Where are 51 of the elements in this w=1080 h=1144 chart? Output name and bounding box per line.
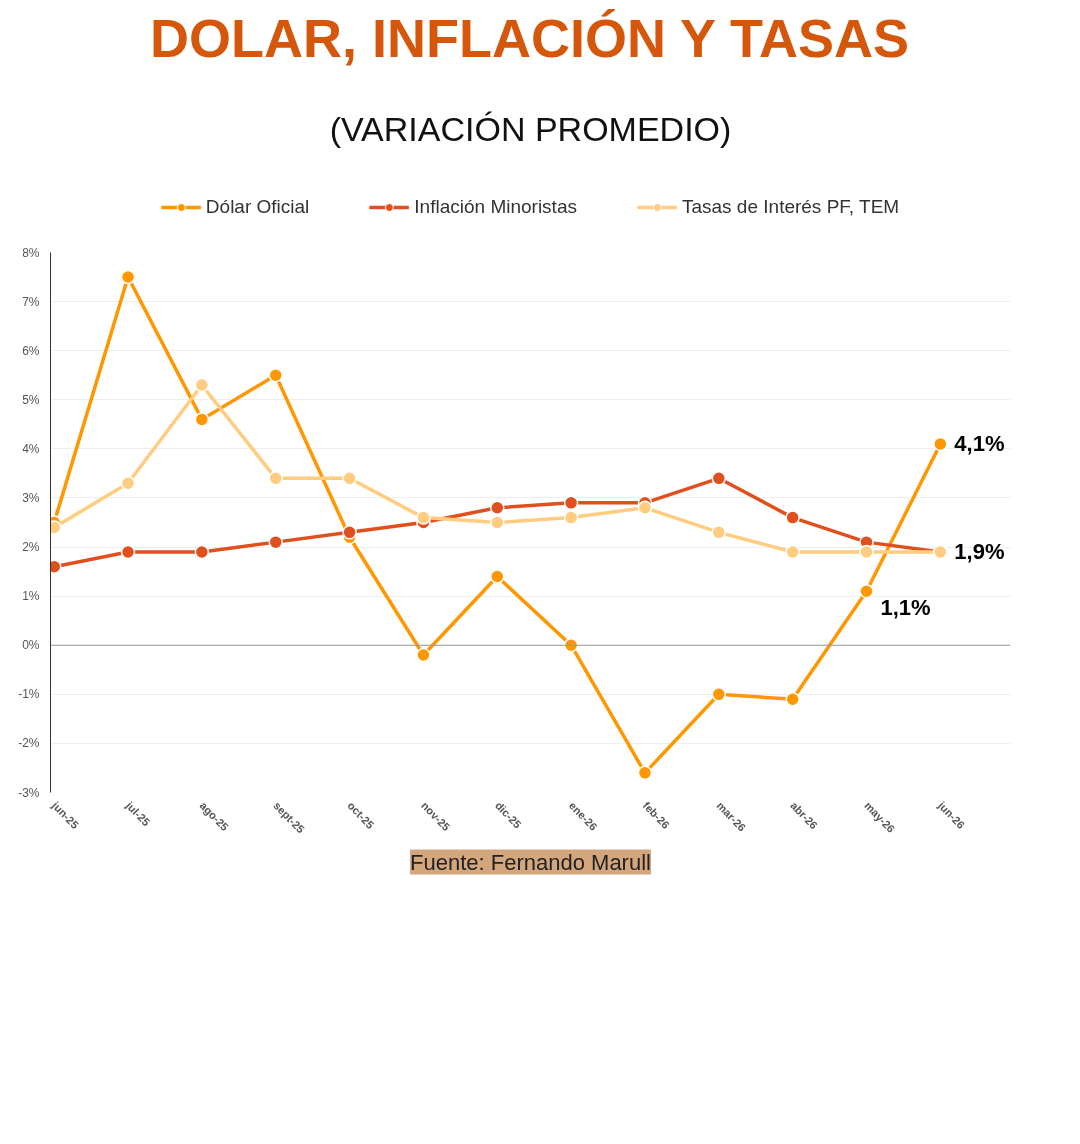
point [120,475,136,491]
point [342,525,357,540]
point [342,471,357,486]
y-tick-label: 3% [22,490,40,505]
point [268,471,283,486]
y-tick-label: 5% [22,392,40,407]
chart-subtitle: (VARIACIÓN PROMEDIO) [329,109,732,148]
point [490,569,505,584]
point [637,765,653,781]
point [563,637,579,653]
y-tick-label: 2% [22,540,40,555]
point [120,544,136,560]
point [711,687,727,702]
point [785,544,800,560]
point [194,377,210,393]
point [785,691,800,707]
point [563,495,579,511]
point [711,471,727,486]
legend-label: Dólar Oficial [205,196,310,218]
data-label: 1,9% [954,539,1005,565]
data-label: 4,1% [954,431,1005,457]
y-tick-label: 1% [22,589,40,604]
y-tick-label: 6% [22,343,40,358]
point [859,583,874,599]
point [120,269,136,285]
y-tick-label: -1% [18,687,40,702]
point [268,534,283,550]
legend-label: Tasas de Interés PF, TEM [681,196,900,218]
point [268,367,283,383]
point [416,647,431,663]
point [933,436,948,452]
y-tick-label: 8% [22,245,40,260]
point [194,544,210,560]
y-tick-label: 7% [22,294,40,309]
point [859,544,874,560]
point [637,500,653,516]
point [416,510,431,525]
point [194,412,210,427]
data-label: 1,1% [880,595,931,621]
legend-label: Inflación Minoristas [414,196,577,218]
chart-title: DOLAR, INFLACIÓN Y TASAS [150,7,910,68]
point [711,525,727,540]
point [490,515,505,530]
point [785,510,800,525]
point [563,510,579,525]
y-tick-label: -2% [18,736,40,751]
y-tick-label: 0% [22,638,40,653]
y-tick-label: 4% [22,441,40,456]
point [490,500,505,516]
y-tick-label: -3% [18,785,40,800]
source-note: Fuente: Fernando Marull [410,849,651,875]
